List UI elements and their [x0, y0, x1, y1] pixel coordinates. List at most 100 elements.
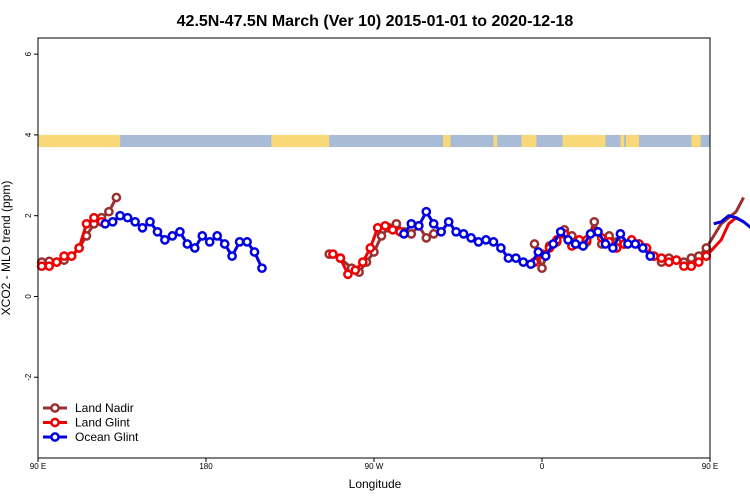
y-tick-label: 6 [24, 51, 33, 56]
data-point [589, 216, 600, 227]
data-point [570, 239, 581, 249]
data-point [436, 226, 447, 237]
data-point [365, 243, 376, 253]
data-point [701, 251, 712, 261]
series-land-nadir [36, 192, 745, 278]
data-point [376, 231, 387, 241]
y-tick-label: 4 [24, 132, 33, 137]
legend-marker [50, 417, 60, 428]
legend-marker [50, 432, 60, 442]
data-point [630, 239, 641, 249]
data-point [511, 253, 521, 263]
data-point [104, 206, 114, 217]
data-point [219, 239, 230, 249]
x-tick-label: 90 E [30, 462, 46, 471]
data-point [81, 218, 92, 229]
data-point [664, 257, 674, 267]
data-point [59, 251, 69, 261]
data-point [428, 218, 439, 229]
series-line [713, 214, 750, 229]
data-point [608, 243, 618, 253]
data-point [130, 216, 140, 227]
y-axis: -2 0 2 4 6 [24, 51, 38, 381]
y-tick-label: 0 [24, 294, 33, 299]
data-point [145, 216, 155, 227]
data-point [343, 269, 353, 280]
series-layer [36, 192, 750, 280]
legend-label: Land Glint [75, 416, 130, 430]
data-point [686, 261, 697, 272]
data-point [89, 212, 99, 223]
data-point [36, 261, 47, 272]
data-point [466, 233, 476, 243]
data-point [518, 257, 529, 267]
data-point [488, 237, 499, 247]
data-point [693, 257, 704, 267]
land-segment [493, 134, 498, 148]
y-tick-label: 2 [24, 213, 33, 218]
legend-label: Land Nadir [75, 401, 134, 415]
data-point [51, 257, 62, 267]
legend-item: Land Glint [43, 416, 130, 430]
data-point [671, 255, 682, 265]
data-point [175, 226, 185, 237]
data-point [234, 237, 245, 247]
data-point [473, 237, 484, 247]
data-point [107, 216, 118, 227]
legend-label: Ocean Glint [75, 430, 139, 444]
data-point [481, 235, 491, 245]
data-point [529, 239, 540, 249]
legend-item: Land Nadir [43, 401, 134, 415]
data-point [115, 210, 125, 221]
data-point [122, 212, 133, 223]
data-point [182, 239, 193, 249]
data-point [593, 226, 603, 237]
data-point [137, 222, 148, 233]
data-point [160, 235, 170, 245]
data-point [615, 229, 626, 239]
land-segment [620, 134, 625, 148]
data-point [189, 243, 200, 253]
data-point [66, 251, 77, 261]
data-point [227, 251, 237, 261]
data-point [335, 253, 346, 263]
x-tick-label: 180 [199, 462, 213, 471]
data-point [421, 233, 432, 243]
legend-item: Ocean Glint [43, 430, 139, 444]
land-segment [271, 134, 330, 148]
land-segment [443, 134, 451, 148]
data-point [406, 229, 417, 239]
data-point [328, 249, 338, 259]
land-segment [38, 134, 121, 148]
data-point [44, 261, 55, 272]
data-point [249, 247, 260, 257]
data-point [686, 253, 697, 263]
data-point [537, 263, 547, 274]
x-axis: 90 E 180 90 W 0 90 E [30, 458, 718, 471]
data-point [623, 239, 633, 249]
series-ocean-glint [100, 206, 750, 274]
data-point [428, 229, 439, 239]
land-segment [562, 134, 606, 148]
land-segment [626, 134, 640, 148]
data-point [413, 220, 424, 231]
data-point [406, 218, 417, 229]
data-point [701, 243, 712, 253]
data-point [100, 218, 111, 229]
x-axis-label: Longitude [349, 477, 402, 491]
data-point [578, 241, 588, 251]
data-point [387, 224, 398, 235]
data-point [204, 237, 215, 247]
land-ocean-band [38, 134, 710, 148]
data-point [637, 243, 648, 253]
data-point [421, 206, 432, 217]
data-point [555, 226, 566, 237]
data-point [451, 226, 461, 237]
data-point [496, 243, 506, 253]
chart-title: 42.5N-47.5N March (Ver 10) 2015-01-01 to… [177, 13, 574, 30]
data-point [257, 263, 267, 274]
land-segment [521, 134, 537, 148]
data-point [350, 265, 361, 276]
